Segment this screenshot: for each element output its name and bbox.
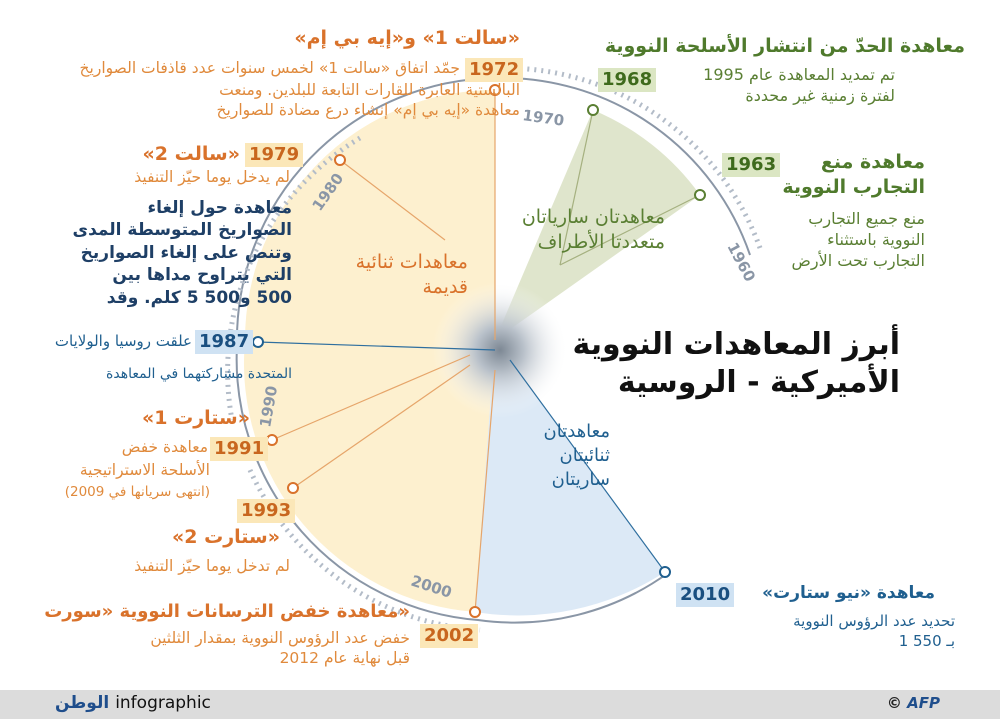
- brand-logo: الوطن infographic: [55, 693, 211, 713]
- event-1963-year: 1963: [722, 153, 781, 177]
- marker-2010: [659, 566, 671, 578]
- decade-ring: [235, 76, 751, 624]
- marker-1963: [694, 189, 706, 201]
- event-1987-year: 1987: [195, 330, 254, 354]
- marker-2002: [469, 606, 481, 618]
- event-1987-text-last: المتحدة مشاركتهما في المعاهدة: [106, 366, 292, 382]
- event-1991-text-2: الأسلحة الاستراتيجية: [79, 461, 210, 479]
- footer-bar: الوطن infographic © AFP: [0, 690, 1000, 719]
- decade-label-1960: 1960: [723, 239, 758, 284]
- marker-1993: [287, 482, 299, 494]
- event-1968-title: معاهدة الحدّ من انتشار الأسلحة النووية: [604, 35, 965, 57]
- event-2010-title: معاهدة «نيو ستارت»: [762, 583, 935, 603]
- main-title: أبرز المعاهدات النووية الأميركية - الروس…: [572, 327, 901, 400]
- marker-1979: [334, 154, 346, 166]
- marker-1972: [489, 84, 501, 96]
- event-1972-title: «سالت 1» و«إيه بي إم»: [294, 27, 520, 49]
- event-1991-text-3: (انتهى سريانها في 2009): [64, 484, 210, 500]
- marker-1987: [252, 336, 264, 348]
- decade-label-1970: 1970: [521, 106, 565, 130]
- event-1991-title: «ستارت 1»: [141, 407, 250, 429]
- event-1993-text: لم تدخل يوما حيّز التنفيذ: [134, 557, 290, 575]
- event-1979-text: لم يدخل يوما حيّز التنفيذ: [134, 168, 290, 186]
- event-1963-title: معاهدة منع التجارب النووية: [782, 151, 925, 199]
- event-1979-title: «سالت 2»: [142, 143, 240, 165]
- marker-1991: [266, 434, 278, 446]
- event-1979-year: 1979: [245, 143, 304, 167]
- event-1963-text: منع جميع التجارب النووية باستثناء التجارب …: [791, 209, 925, 271]
- sector-old-bilateral-arc: [243, 90, 495, 612]
- event-1968-text: تم تمديد المعاهدة عام 1995 لفترة زمنية غي…: [703, 65, 895, 106]
- event-2002-text: خفض عدد الرؤوس النووية بمقدار الثلثين قبل…: [150, 629, 410, 668]
- event-2010-text: تحديد عدد الرؤوس النووية بـ 550 1: [793, 612, 955, 650]
- event-1972-text-more: البالستية العابرة للقارات التابعة للبلدي…: [216, 81, 520, 120]
- agency-credit: © AFP: [886, 694, 940, 712]
- marker-1968: [587, 104, 599, 116]
- sector-label-old-bilateral: معاهدات ثنائية قديمة: [355, 251, 468, 299]
- event-1972-year: 1972: [465, 58, 524, 82]
- sector-multilateral: [495, 110, 700, 340]
- sector-label-bilateral-active: معاهدتان ثنائيتان ساريتان: [543, 421, 610, 490]
- event-2010-year: 2010: [676, 583, 735, 607]
- event-1968-year: 1968: [598, 68, 657, 92]
- event-1993-title: «ستارت 2»: [171, 526, 280, 548]
- event-2002-title: «معاهدة خفض الترسانات النووية «سورت: [44, 601, 410, 622]
- event-1993-year: 1993: [237, 499, 296, 523]
- event-1987-title: معاهدة حول إلغاء الصواريخ المتوسطة المدى…: [72, 198, 292, 308]
- event-1991-year: 1991: [210, 437, 269, 461]
- event-1991-text: معاهدة خفض: [121, 438, 208, 456]
- event-1972-text: جمّد اتفاق «سالت 1» لخمس سنوات عدد قاذفا…: [79, 59, 460, 77]
- sector-label-multilateral: معاهدتان سارياتان متعددتا الأطراف: [521, 206, 665, 254]
- event-1987-text: علقت روسيا والولايات: [54, 332, 192, 350]
- event-2002-year: 2002: [420, 624, 479, 648]
